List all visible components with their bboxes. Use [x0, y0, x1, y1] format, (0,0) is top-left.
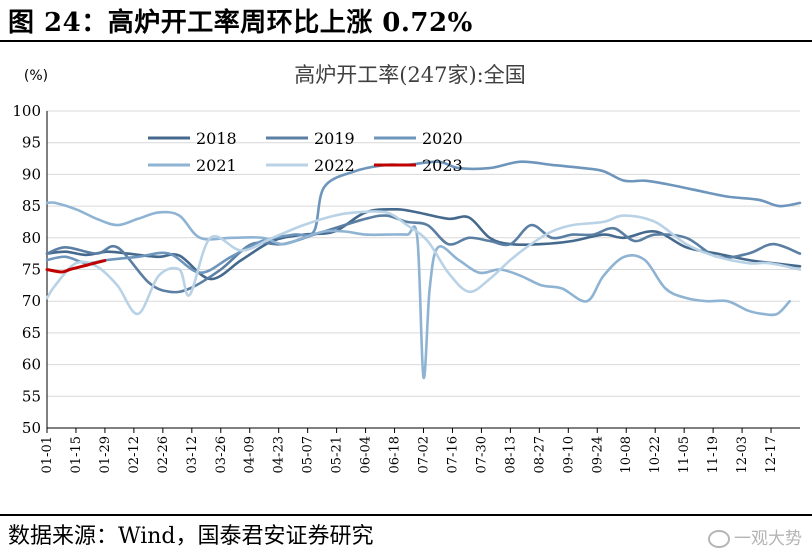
- x-tick-label: 12-03: [735, 436, 750, 473]
- x-tick-label: 06-04: [359, 436, 374, 473]
- y-tick-label: 75: [22, 261, 41, 279]
- y-unit-label: (%): [24, 68, 48, 84]
- x-tick-label: 03-26: [214, 436, 229, 473]
- legend: 2018 2019 2020 2021 2022 2023: [148, 129, 463, 175]
- y-tick-label: 90: [22, 165, 41, 183]
- source-note: 数据来源：Wind，国泰君安证券研究: [8, 524, 374, 549]
- x-tick-label: 11-19: [706, 436, 721, 473]
- y-tick-label: 95: [22, 134, 41, 152]
- watermark-text: 一观大势: [734, 529, 802, 549]
- series-line-2023: [45, 259, 107, 274]
- series-line-2022: [45, 210, 802, 316]
- x-tick-label: 01-15: [69, 436, 84, 473]
- x-tick-label: 04-09: [243, 436, 258, 473]
- series-lines: [45, 160, 802, 379]
- legend-label-2018: 2018: [196, 129, 237, 148]
- y-tick-label: 100: [12, 102, 41, 120]
- x-tick-label: 08-27: [532, 436, 547, 473]
- x-axis: 01-01 01-15 01-29 02-12 02-26 03-12 03-26 04-09…: [40, 428, 779, 473]
- title-divider: [0, 40, 812, 42]
- legend-label-2023: 2023: [422, 156, 463, 175]
- x-tick-label: 02-12: [127, 436, 142, 473]
- x-tick-label: 08-13: [503, 436, 518, 473]
- x-tick-label: 09-10: [561, 436, 576, 473]
- y-tick-label: 50: [22, 419, 41, 437]
- x-tick-label: 05-07: [301, 436, 316, 473]
- series-line-2021: [45, 201, 791, 379]
- x-tick-label: 07-16: [445, 436, 460, 473]
- y-tick-label: 70: [22, 292, 41, 310]
- wechat-icon: [708, 530, 730, 548]
- x-tick-label: 12-17: [764, 436, 779, 473]
- x-tick-label: 03-12: [185, 436, 200, 473]
- x-tick-label: 10-08: [619, 436, 634, 473]
- x-tick-label: 04-23: [272, 436, 287, 473]
- y-tick-label: 85: [22, 197, 41, 215]
- legend-label-2020: 2020: [422, 129, 463, 148]
- x-tick-label: 07-30: [474, 436, 489, 473]
- x-tick-label: 05-21: [330, 436, 345, 473]
- chart: 高炉开工率(247家):全国 (%) 50 55 60 65 70 75 80 85 90 95 1…: [12, 63, 802, 473]
- legend-label-2022: 2022: [314, 156, 355, 175]
- series-line-2019: [45, 214, 802, 294]
- x-tick-label: 09-24: [590, 436, 605, 473]
- series-line-2020: [45, 160, 802, 275]
- x-tick-label: 01-29: [98, 436, 113, 473]
- figure-title: 图 24：高炉开工率周环比上涨 0.72%: [8, 8, 473, 38]
- source-divider: [0, 514, 812, 516]
- legend-label-2019: 2019: [314, 129, 355, 148]
- x-tick-label: 02-26: [156, 436, 171, 473]
- y-tick-label: 80: [22, 229, 41, 247]
- x-tick-label: 11-05: [677, 436, 692, 473]
- legend-label-2021: 2021: [196, 156, 237, 175]
- y-tick-label: 65: [22, 324, 41, 342]
- chart-title: 高炉开工率(247家):全国: [294, 63, 526, 87]
- x-tick-label: 01-01: [40, 436, 55, 473]
- x-tick-label: 06-18: [388, 436, 403, 473]
- y-tick-label: 55: [22, 387, 41, 405]
- y-tick-label: 60: [22, 356, 41, 374]
- x-tick-label: 10-22: [648, 436, 663, 473]
- watermark: 一观大势: [708, 524, 802, 549]
- y-axis: 50 55 60 65 70 75 80 85 90 95 100: [12, 102, 41, 437]
- x-tick-label: 07-02: [417, 436, 432, 473]
